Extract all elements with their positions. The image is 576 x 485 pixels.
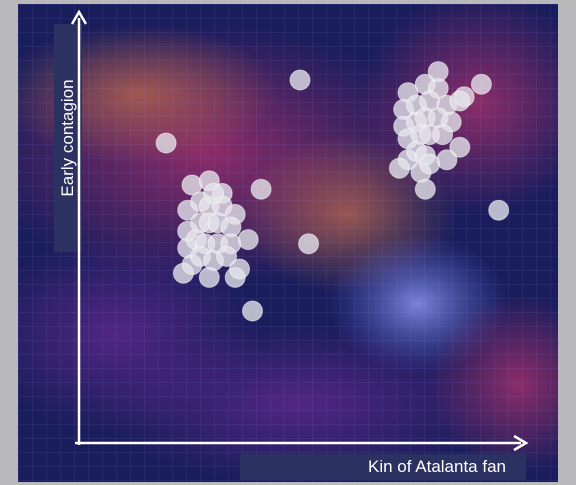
scatter-point-0 (155, 132, 177, 154)
point-layer (155, 61, 510, 322)
scatter-point-5 (488, 199, 510, 221)
scatter-point-32 (414, 178, 436, 200)
scatter-point-60 (198, 266, 220, 288)
scatter-point-34 (470, 73, 492, 95)
scatter-point-61 (229, 258, 250, 280)
scatter-point-62 (203, 182, 225, 204)
scatter-point-54 (237, 229, 259, 251)
chart-frame: Early contagion Kin of Atalanta fan (18, 4, 558, 482)
scatter-point-3 (298, 233, 320, 255)
scatter-point-4 (242, 300, 263, 322)
scatter-point-28 (436, 149, 458, 171)
x-axis-label-box: Kin of Atalanta fan (240, 454, 526, 480)
y-axis-label-box: Early contagion (54, 24, 82, 252)
scatter-point-23 (432, 124, 454, 146)
x-axis-arrow-icon (513, 434, 529, 452)
y-axis-arrow-icon (70, 9, 88, 25)
scatter-point-58 (216, 245, 238, 267)
scatter-point-1 (289, 69, 311, 91)
scatter-point-33 (449, 90, 471, 112)
scatter-point-35 (427, 61, 449, 83)
scatter-point-59 (172, 262, 194, 284)
scatter-plot (70, 9, 529, 452)
scatter-point-2 (250, 178, 272, 200)
scatter-point-24 (449, 136, 471, 158)
axes (70, 9, 529, 452)
scatter-point-29 (388, 157, 410, 179)
scatter-point-31 (419, 153, 441, 175)
x-axis-label: Kin of Atalanta fan (368, 457, 506, 476)
